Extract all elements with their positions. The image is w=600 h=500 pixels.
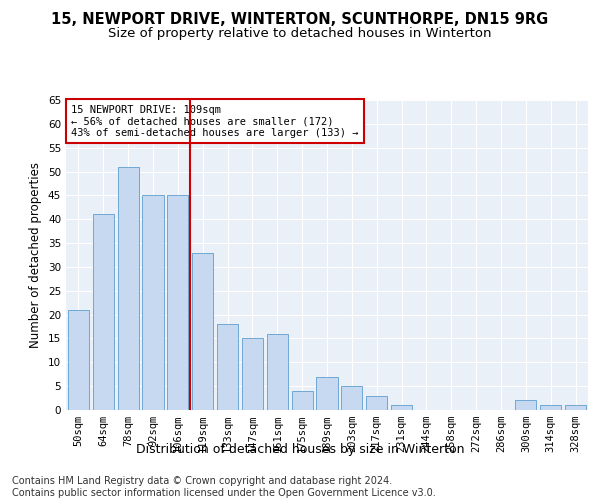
Text: Contains HM Land Registry data © Crown copyright and database right 2024.
Contai: Contains HM Land Registry data © Crown c… [12,476,436,498]
Bar [118,167,139,410]
Bar [292,391,313,410]
Text: Distribution of detached houses by size in Winterton: Distribution of detached houses by size … [136,442,464,456]
Bar [192,252,213,410]
Bar [242,338,263,410]
Text: 15 NEWPORT DRIVE: 109sqm
← 56% of detached houses are smaller (172)
43% of semi-: 15 NEWPORT DRIVE: 109sqm ← 56% of detach… [71,104,359,138]
Bar [316,376,338,410]
Bar [540,405,561,410]
Bar [267,334,288,410]
Bar [366,396,387,410]
Text: 15, NEWPORT DRIVE, WINTERTON, SCUNTHORPE, DN15 9RG: 15, NEWPORT DRIVE, WINTERTON, SCUNTHORPE… [52,12,548,28]
Bar [142,196,164,410]
Y-axis label: Number of detached properties: Number of detached properties [29,162,43,348]
Bar [341,386,362,410]
Bar [93,214,114,410]
Bar [68,310,89,410]
Bar [565,405,586,410]
Bar [391,405,412,410]
Bar [167,196,188,410]
Text: Size of property relative to detached houses in Winterton: Size of property relative to detached ho… [108,28,492,40]
Bar [515,400,536,410]
Bar [217,324,238,410]
